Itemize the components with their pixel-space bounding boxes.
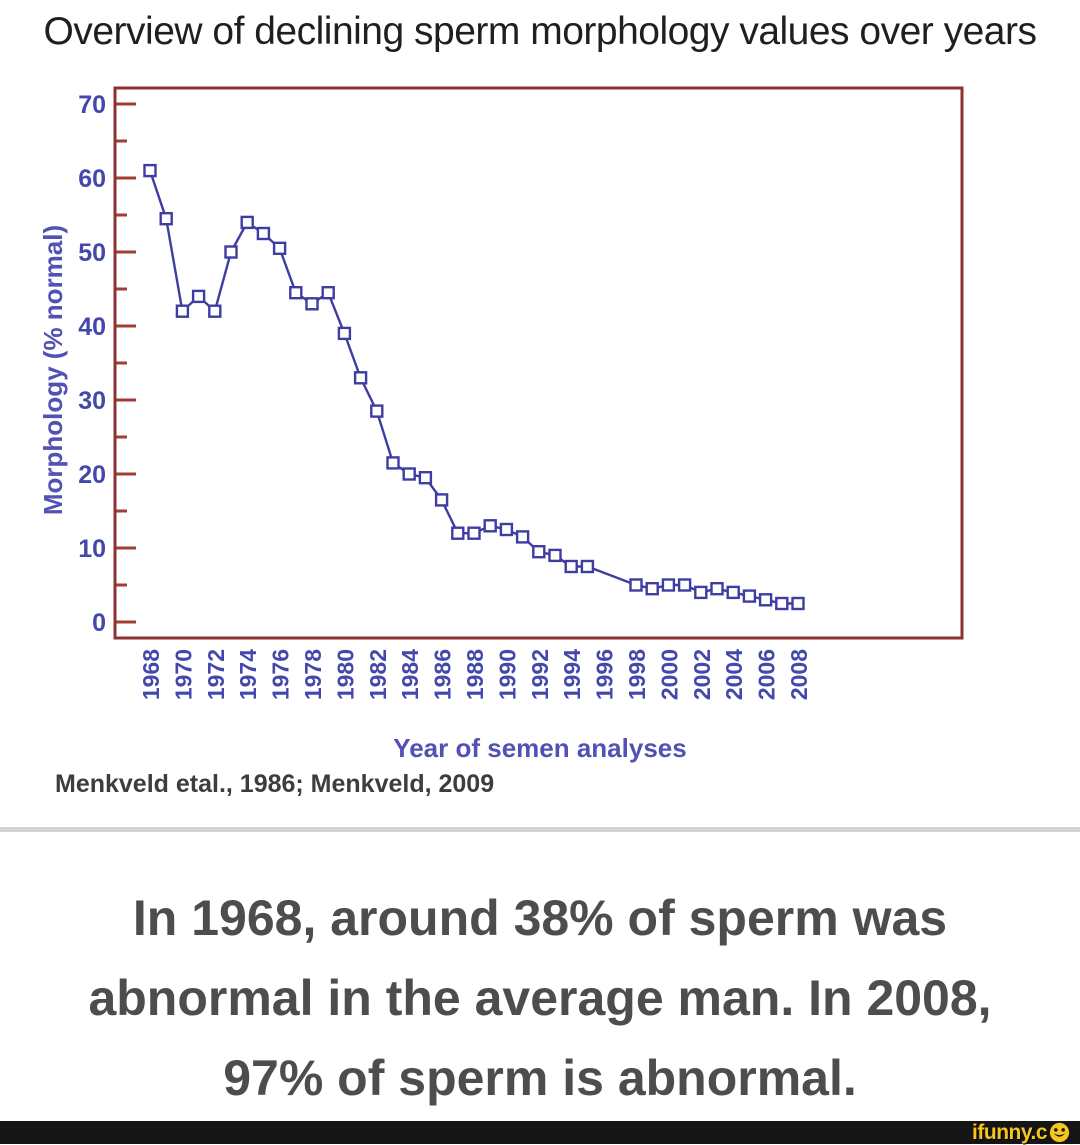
- data-point-marker: [224, 245, 238, 259]
- data-point-marker: [305, 297, 319, 311]
- data-point-marker: [532, 545, 546, 559]
- x-tick-label: 2006: [754, 649, 780, 700]
- x-tick-label: 1978: [300, 649, 326, 700]
- data-point-marker: [742, 589, 757, 603]
- data-point-marker: [629, 578, 643, 592]
- data-point-marker: [694, 585, 708, 600]
- data-point-marker: [143, 163, 157, 178]
- data-point-marker: [337, 326, 352, 341]
- y-tick-label: 50: [78, 239, 106, 267]
- data-point-marker: [515, 530, 530, 544]
- data-point-marker: [726, 585, 740, 600]
- x-tick-label: 2002: [689, 649, 715, 700]
- x-tick-label: 1992: [527, 649, 553, 700]
- y-tick-label: 60: [78, 165, 106, 193]
- data-point-marker: [272, 241, 287, 256]
- x-tick-label: 2000: [656, 649, 682, 700]
- data-point-marker: [483, 519, 497, 533]
- x-tick-label: 1972: [203, 649, 229, 700]
- x-tick-label: 1974: [235, 649, 261, 700]
- data-point-marker: [467, 526, 481, 540]
- data-point-marker: [370, 404, 384, 418]
- x-tick-label: 1986: [430, 649, 456, 700]
- meme-caption: In 1968, around 38% of sperm was abnorma…: [0, 878, 1080, 1118]
- chart-title: Overview of declining sperm morphology v…: [43, 10, 1037, 53]
- data-point-marker: [321, 286, 335, 300]
- data-point-marker: [564, 559, 578, 574]
- data-point-marker: [661, 578, 676, 592]
- data-point-marker: [256, 226, 271, 241]
- footer-bar: ifunny.c: [0, 1121, 1080, 1144]
- data-point-marker: [159, 211, 173, 226]
- y-tick-label: 70: [78, 91, 106, 119]
- y-tick-label: 10: [78, 535, 106, 563]
- data-point-marker: [499, 522, 514, 537]
- x-tick-label: 1968: [138, 649, 164, 700]
- x-axis-title: Year of semen analyses: [393, 733, 687, 763]
- data-point-marker: [402, 467, 416, 481]
- x-tick-label: 1970: [170, 649, 196, 700]
- data-point-marker: [240, 215, 254, 230]
- data-point-marker: [191, 289, 206, 304]
- caption-line-3: 97% of sperm is abnormal.: [223, 1050, 857, 1106]
- data-point-marker: [175, 304, 190, 318]
- section-divider: [0, 827, 1080, 832]
- watermark-text: ifunny.c: [972, 1120, 1047, 1144]
- x-tick-label: 1988: [462, 649, 488, 700]
- caption-line-2: abnormal in the average man. In 2008,: [88, 970, 992, 1026]
- data-point-marker: [548, 548, 562, 563]
- data-point-marker: [418, 471, 433, 485]
- x-tick-label: 2008: [786, 649, 812, 700]
- data-point-marker: [386, 456, 400, 470]
- x-tick-label: 1980: [332, 649, 358, 700]
- data-point-marker: [775, 596, 789, 611]
- y-tick-label: 40: [78, 313, 106, 341]
- data-point-marker: [208, 304, 222, 318]
- y-tick-label: 20: [78, 461, 106, 489]
- data-point-marker: [353, 371, 368, 385]
- data-point-marker: [791, 596, 805, 611]
- x-tick-label: 1998: [624, 649, 650, 700]
- data-point-marker: [710, 582, 724, 596]
- caption-line-1: In 1968, around 38% of sperm was: [132, 890, 948, 946]
- x-tick-label: 1990: [494, 649, 520, 700]
- data-point-marker: [289, 286, 303, 300]
- x-tick-label: 1976: [268, 649, 294, 700]
- data-point-marker: [451, 526, 465, 540]
- source-citation: Menkveld etal., 1986; Menkveld, 2009: [55, 770, 495, 798]
- data-point-marker: [645, 582, 659, 596]
- data-point-marker: [434, 493, 449, 507]
- x-tick-label: 2004: [721, 649, 747, 700]
- data-point-marker: [677, 578, 692, 592]
- x-tick-label: 1996: [592, 649, 618, 700]
- x-tick-label: 1982: [365, 649, 391, 700]
- smiley-icon: [1049, 1122, 1070, 1143]
- plot-border: [113, 86, 964, 640]
- ifunny-watermark: ifunny.c: [972, 1121, 1070, 1145]
- x-tick-label: 1994: [559, 649, 585, 700]
- data-point-marker: [580, 559, 595, 574]
- y-tick-label: 30: [78, 387, 106, 415]
- y-axis-title: Morphology (% normal): [38, 224, 68, 516]
- y-tick-label: 0: [92, 609, 106, 637]
- x-tick-label: 1984: [397, 649, 423, 700]
- data-point-marker: [758, 593, 773, 607]
